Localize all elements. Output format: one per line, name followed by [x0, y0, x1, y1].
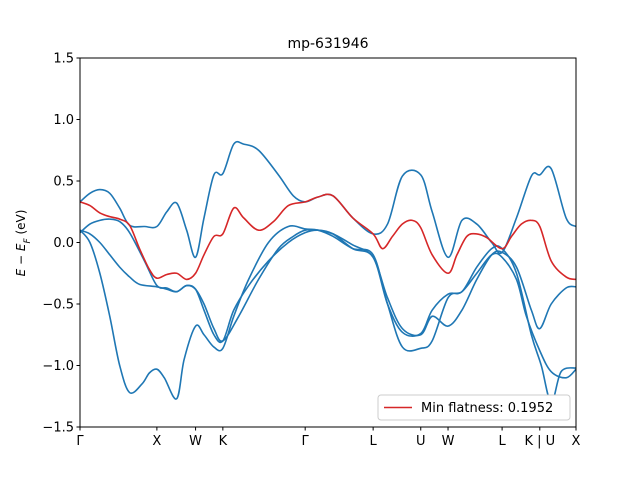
x-ticks: Γ X W K Γ L U W L K | U X — [76, 427, 581, 449]
x-tick-label: U — [416, 434, 426, 449]
chart-title: mp-631946 — [287, 36, 368, 52]
x-tick-label: Γ — [302, 434, 310, 449]
y-tick-label: 1.5 — [53, 52, 74, 67]
y-axis-label: E − EF (eV) — [14, 210, 33, 277]
y-ticks: −1.5 −1.0 −0.5 0.0 0.5 1.0 1.5 — [42, 52, 80, 436]
band-line-3 — [80, 140, 576, 259]
x-tick-label: X — [152, 434, 161, 449]
x-tick-label: W — [189, 434, 202, 449]
band-line-1 — [80, 228, 576, 342]
x-tick-label: K | U — [524, 434, 555, 449]
y-tick-label: −1.5 — [42, 421, 74, 436]
svg-text:E − EF (eV): E − EF (eV) — [14, 210, 33, 277]
y-axis-label-unit: (eV) — [14, 210, 28, 239]
x-tick-label: X — [572, 434, 581, 449]
x-tick-label: K — [219, 434, 228, 449]
y-tick-label: −0.5 — [42, 298, 74, 313]
x-tick-label: L — [498, 434, 506, 449]
y-axis-label-sub: F — [23, 238, 33, 244]
y-tick-label: 0.0 — [53, 236, 74, 251]
bands — [80, 140, 576, 404]
band-line-2 — [80, 225, 576, 400]
y-axis-label-main: E − E — [14, 243, 28, 276]
y-tick-label: −1.0 — [42, 359, 74, 374]
y-tick-label: 0.5 — [53, 175, 74, 190]
flat-band-line — [80, 193, 576, 281]
legend-entry-label: Min flatness: 0.1952 — [421, 401, 553, 416]
x-tick-label: L — [370, 434, 378, 449]
x-tick-label: W — [442, 434, 455, 449]
y-tick-label: 1.0 — [53, 113, 74, 128]
legend: Min flatness: 0.1952 — [377, 394, 571, 421]
legend-box — [377, 394, 571, 421]
band-line-4 — [80, 218, 576, 404]
x-tick-label: Γ — [76, 434, 84, 449]
plot-frame — [79, 57, 577, 428]
